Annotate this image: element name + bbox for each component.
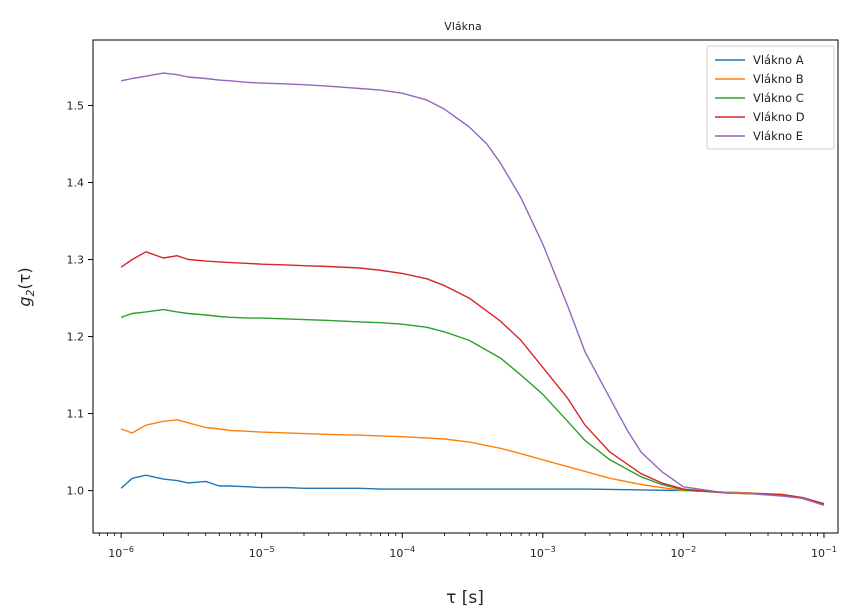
y-tick-label: 1.3 [67,254,85,267]
y-tick-label: 1.1 [67,408,85,421]
series-layer [120,72,825,506]
x-tick-label: 10−1 [811,545,837,560]
x-axis-label: τ [s] [446,588,484,608]
y-axis-label-arg: (τ) [15,267,34,289]
legend-box [706,45,835,150]
x-tick-label: 10−4 [389,545,415,560]
x-axis-ticks: 10−6 10−5 10−4 10−3 10−2 10−1 [98,533,837,560]
x-tick-label: 10−6 [108,545,134,560]
x-tick-label: 10−5 [249,545,275,560]
svg-text:g2(τ): g2(τ) [15,267,37,306]
chart-title: Vlákna [444,20,481,33]
series-line-2 [120,419,825,505]
x-tick-label: 10−3 [530,545,556,560]
series-line-3 [120,308,825,505]
legend: Vlákno A Vlákno B Vlákno C Vlákno D Vlákno E [706,45,835,150]
y-axis-ticks: 1.0 1.1 1.2 1.3 1.4 1.5 [67,99,93,498]
y-tick-label: 1.2 [67,331,85,344]
legend-label: Vlákno A [753,53,804,67]
legend-label: Vlákno E [753,129,803,143]
legend-label: Vlákno C [753,91,804,105]
y-tick-label: 1.4 [67,177,85,190]
y-tick-label: 1.0 [67,485,85,498]
series-line-5 [120,72,825,506]
x-tick-label: 10−2 [670,545,696,560]
legend-label: Vlákno D [753,110,805,124]
y-axis-label-sub: 2 [24,289,37,296]
y-axis-label-g: g [15,296,34,306]
series-line-4 [120,251,825,505]
legend-label: Vlákno B [753,72,804,86]
y-tick-label: 1.5 [67,99,85,112]
y-axis-label: g2(τ) [15,267,37,306]
